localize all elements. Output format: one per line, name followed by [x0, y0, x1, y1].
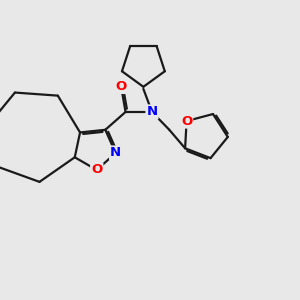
Text: O: O [91, 164, 102, 176]
Text: O: O [181, 115, 192, 128]
Text: N: N [110, 146, 121, 160]
Text: O: O [116, 80, 127, 93]
Text: N: N [146, 106, 158, 118]
